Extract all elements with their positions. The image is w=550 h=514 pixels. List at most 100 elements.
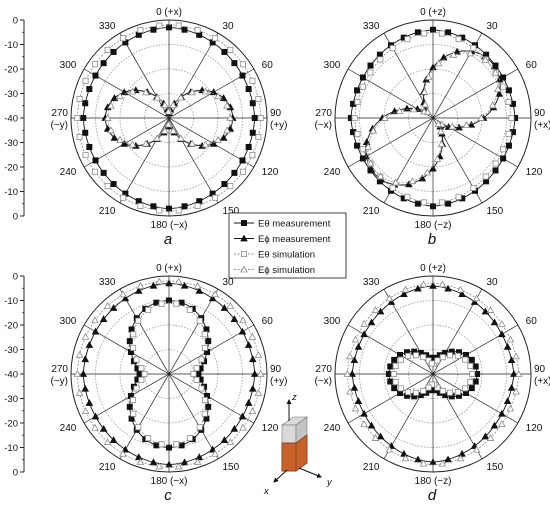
data-point [414, 284, 422, 292]
data-point [149, 281, 158, 289]
data-point [413, 352, 420, 359]
data-point [73, 370, 82, 377]
data-point [367, 165, 376, 173]
data-point [434, 384, 441, 391]
data-point [495, 89, 504, 97]
data-point [174, 462, 183, 470]
data-point [508, 115, 515, 122]
data-point [434, 357, 441, 364]
data-point [455, 193, 462, 200]
data-point [354, 342, 363, 350]
data-point [420, 354, 427, 361]
data-point [392, 363, 399, 370]
data-point [130, 397, 137, 404]
data-point [470, 45, 477, 52]
data-point [385, 370, 392, 377]
data-point [491, 68, 500, 76]
data-point [468, 385, 475, 392]
data-point [359, 146, 366, 153]
data-point [437, 140, 446, 147]
data-point [99, 424, 108, 432]
series-3 [364, 49, 502, 186]
data-point [429, 164, 437, 172]
data-point [169, 126, 177, 134]
data-point [231, 169, 238, 176]
data-point [103, 301, 112, 309]
data-point [351, 404, 360, 412]
data-point [360, 330, 368, 338]
angle-label: 240 [324, 167, 341, 178]
db-tick-label: -40 [4, 113, 18, 124]
data-point [421, 30, 428, 37]
data-point [424, 73, 433, 80]
angle-label: 60 [262, 60, 274, 71]
data-point [137, 27, 144, 34]
data-point [421, 100, 430, 108]
data-point [248, 407, 257, 415]
data-point [404, 193, 411, 200]
data-point [91, 412, 100, 420]
data-point [404, 36, 411, 43]
data-point [165, 24, 172, 31]
data-point [413, 389, 420, 396]
series-line [77, 24, 261, 212]
data-point [351, 115, 358, 122]
data-point [109, 304, 118, 311]
data-point [198, 356, 205, 363]
grid-spoke [383, 32, 483, 204]
data-point [498, 330, 506, 338]
data-point [145, 306, 152, 313]
data-point [423, 108, 432, 115]
data-point [470, 298, 479, 305]
data-point [208, 445, 217, 453]
data-point [133, 385, 140, 392]
data-point [176, 93, 185, 101]
db-tick-label: -10 [4, 40, 18, 51]
legend-marker [240, 250, 247, 257]
data-point [128, 87, 137, 95]
data-point [239, 423, 247, 431]
data-point [486, 433, 495, 441]
data-point [514, 370, 523, 377]
series-3 [343, 280, 523, 467]
data-point [92, 61, 99, 68]
data-point [249, 77, 256, 84]
angle-label: 30 [223, 277, 235, 288]
panel-label: d [428, 487, 437, 504]
data-point [423, 168, 432, 176]
data-point [138, 376, 145, 383]
data-point [420, 387, 427, 394]
data-point [155, 462, 164, 470]
angle-label-axis: (−y) [51, 120, 69, 131]
angle-label-axis: (+y) [270, 376, 288, 387]
data-point [245, 86, 252, 93]
angle-label: 150 [223, 206, 240, 217]
data-point [164, 107, 173, 115]
data-point [116, 135, 124, 143]
data-point [446, 389, 453, 396]
db-tick-label: -30 [4, 394, 18, 405]
data-point [367, 318, 376, 326]
data-point [401, 454, 410, 462]
data-point [494, 85, 502, 93]
data-point [227, 183, 234, 190]
data-point [512, 352, 520, 360]
series-1 [79, 279, 259, 468]
data-point [195, 453, 204, 461]
data-point [76, 95, 83, 102]
data-point [414, 29, 421, 36]
angle-label: 270 [51, 108, 68, 119]
grid-spoke [119, 32, 219, 204]
data-point [482, 173, 489, 180]
data-point [428, 381, 435, 388]
data-point [500, 83, 507, 90]
data-point [498, 409, 506, 417]
data-point [350, 356, 359, 364]
data-point [74, 115, 81, 122]
data-point [99, 315, 108, 323]
data-point [448, 122, 457, 130]
polar-panel-b: 0 (+z) 30 60 90(+x) 120 150 180 (−z) 210 240 270(… [315, 7, 550, 248]
data-point [255, 95, 262, 102]
